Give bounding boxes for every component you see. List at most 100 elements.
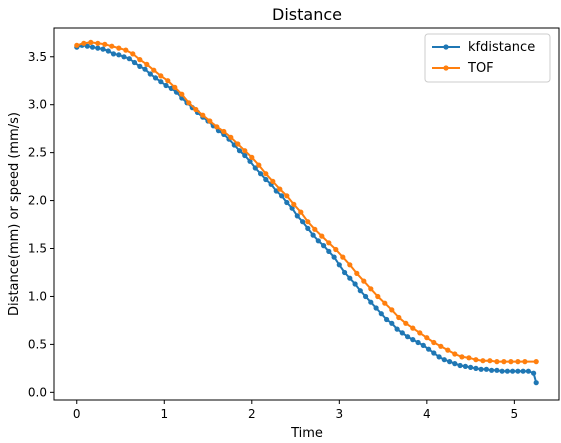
data-point-tof xyxy=(228,134,234,140)
data-point-tof xyxy=(326,240,332,246)
y-tick-label: 2.0 xyxy=(28,194,47,208)
data-point-kfdistance xyxy=(284,199,290,206)
data-point-tof xyxy=(368,286,374,292)
data-point-kfdistance xyxy=(95,45,101,51)
data-point-kfdistance xyxy=(520,368,526,374)
data-point-kfdistance xyxy=(533,380,539,386)
y-tick-label: 0.0 xyxy=(28,385,47,399)
data-point-kfdistance xyxy=(116,52,122,58)
data-point-tof xyxy=(389,307,395,313)
data-point-kfdistance xyxy=(258,171,264,177)
data-point-kfdistance xyxy=(84,43,90,49)
data-point-kfdistance xyxy=(478,366,484,372)
data-point-tof xyxy=(445,347,451,353)
data-point-kfdistance xyxy=(489,367,495,373)
data-point-tof xyxy=(494,359,500,365)
data-point-tof xyxy=(123,47,129,53)
data-point-tof xyxy=(74,42,80,48)
legend-label-kfdistance: kfdistance xyxy=(468,40,535,55)
data-point-kfdistance xyxy=(236,148,243,154)
data-point-kfdistance xyxy=(394,326,400,332)
legend-label-tof: TOF xyxy=(467,61,494,76)
data-point-kfdistance xyxy=(294,213,300,219)
x-tick-label: 0 xyxy=(73,407,81,421)
data-point-kfdistance xyxy=(310,232,316,238)
data-point-kfdistance xyxy=(142,66,148,72)
data-point-kfdistance xyxy=(147,71,153,77)
data-point-kfdistance xyxy=(483,366,489,372)
data-point-kfdistance xyxy=(431,350,437,356)
data-point-tof xyxy=(263,171,269,177)
data-point-kfdistance xyxy=(426,346,432,352)
data-point-kfdistance xyxy=(121,54,127,60)
data-point-kfdistance xyxy=(389,320,395,326)
data-point-tof xyxy=(277,186,283,192)
data-point-tof xyxy=(533,359,539,365)
data-point-kfdistance xyxy=(347,275,353,281)
data-point-tof xyxy=(81,40,87,46)
x-tick-label: 3 xyxy=(336,407,344,421)
data-point-tof xyxy=(214,124,220,130)
plot-frame xyxy=(53,27,560,401)
data-point-kfdistance xyxy=(509,368,516,374)
data-point-tof xyxy=(102,41,108,47)
data-point-tof xyxy=(522,359,528,365)
data-point-tof xyxy=(403,320,409,326)
data-point-tof xyxy=(466,355,472,361)
data-point-tof xyxy=(319,233,325,239)
data-point-kfdistance xyxy=(352,281,358,287)
chart-title: Distance xyxy=(272,5,342,24)
data-point-tof xyxy=(424,335,430,341)
data-point-kfdistance xyxy=(315,238,321,244)
data-point-tof xyxy=(200,112,206,118)
data-point-kfdistance xyxy=(110,51,117,57)
data-point-tof xyxy=(431,339,437,346)
data-point-tof xyxy=(109,43,115,49)
data-point-tof xyxy=(193,106,199,113)
data-point-kfdistance xyxy=(415,339,421,346)
data-point-kfdistance xyxy=(494,367,500,373)
data-point-kfdistance xyxy=(158,79,164,85)
data-point-tof xyxy=(137,57,143,63)
data-point-kfdistance xyxy=(342,269,348,276)
data-point-tof xyxy=(116,45,122,51)
data-point-tof xyxy=(473,357,479,363)
data-point-kfdistance xyxy=(247,158,253,164)
data-point-kfdistance xyxy=(420,342,426,348)
data-point-kfdistance xyxy=(363,293,369,300)
data-point-tof xyxy=(452,351,458,357)
y-tick-label: 2.5 xyxy=(28,146,47,160)
x-tick-label: 5 xyxy=(511,407,519,421)
data-point-tof xyxy=(508,359,514,365)
x-tick-label: 1 xyxy=(160,407,168,421)
y-axis-label: Distance(mm) or speed (mm/s) xyxy=(7,112,22,316)
y-tick-label: 3.5 xyxy=(28,50,47,64)
data-point-tof xyxy=(130,51,136,57)
x-tick-label: 2 xyxy=(248,407,256,421)
data-point-tof xyxy=(95,40,101,46)
data-point-kfdistance xyxy=(462,363,468,369)
y-tick-label: 0.5 xyxy=(28,337,47,351)
data-point-tof xyxy=(179,91,185,97)
data-point-tof xyxy=(207,118,213,124)
data-point-tof xyxy=(186,100,192,106)
data-point-tof xyxy=(354,270,360,276)
data-point-tof xyxy=(333,246,339,253)
data-point-tof xyxy=(172,84,178,90)
data-point-kfdistance xyxy=(163,82,169,89)
data-point-kfdistance xyxy=(378,311,384,317)
x-tick-label: 4 xyxy=(423,407,431,421)
data-point-kfdistance xyxy=(89,44,96,50)
data-point-tof xyxy=(347,262,353,268)
data-point-kfdistance xyxy=(447,359,453,365)
data-point-kfdistance xyxy=(126,56,132,62)
data-point-kfdistance xyxy=(499,368,505,374)
x-axis: 0 1 2 3 4 5 xyxy=(73,400,518,421)
data-point-kfdistance xyxy=(473,365,479,371)
data-point-kfdistance xyxy=(131,59,138,66)
data-point-tof xyxy=(144,61,150,67)
data-point-tof xyxy=(284,193,290,199)
data-point-tof xyxy=(298,209,304,215)
data-point-tof xyxy=(312,226,318,232)
plot-layer xyxy=(74,39,539,386)
